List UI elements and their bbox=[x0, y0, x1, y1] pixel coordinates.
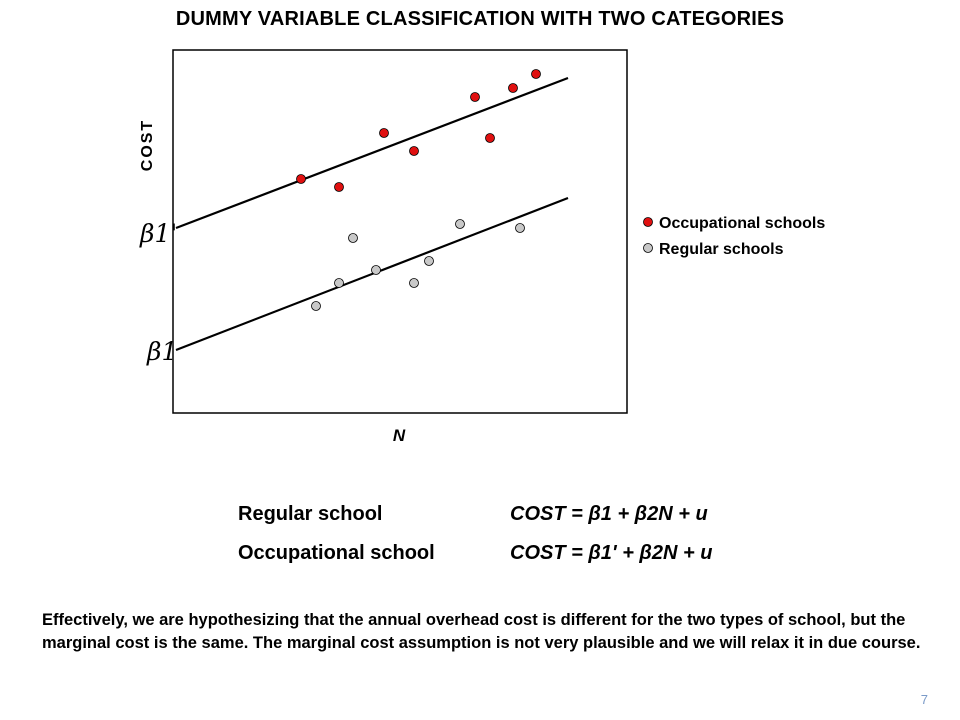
legend-label-regular: Regular schools bbox=[659, 241, 784, 258]
occupational-point bbox=[296, 174, 306, 184]
slide-caption: Effectively, we are hypothesizing that t… bbox=[42, 611, 921, 652]
regular-point bbox=[515, 223, 525, 233]
regular-point bbox=[348, 233, 358, 243]
equation-formula-occupational: COST = β1' + β2N + u bbox=[510, 542, 713, 564]
page-number: 7 bbox=[920, 692, 928, 707]
occupational-point bbox=[531, 69, 541, 79]
regular-point bbox=[311, 301, 321, 311]
regular-point bbox=[409, 278, 419, 288]
plot-frame bbox=[172, 49, 628, 414]
regular-point bbox=[371, 265, 381, 275]
legend-label-occupational: Occupational schools bbox=[659, 215, 825, 232]
occupational-point bbox=[334, 182, 344, 192]
occupational-regression-line bbox=[175, 76, 569, 230]
regular-point bbox=[455, 219, 465, 229]
y-axis-label: COST bbox=[139, 119, 156, 171]
occupational-point bbox=[379, 128, 389, 138]
occupational-point bbox=[470, 92, 480, 102]
regular-point bbox=[334, 278, 344, 288]
equation-formula-regular: COST = β1 + β2N + u bbox=[510, 503, 708, 525]
equation-label-occupational: Occupational school bbox=[238, 542, 435, 564]
slide-title: DUMMY VARIABLE CLASSIFICATION WITH TWO C… bbox=[175, 8, 785, 30]
intercept-label-regular: β1 bbox=[146, 337, 177, 366]
x-axis-label: N bbox=[393, 426, 406, 445]
occupational-point bbox=[485, 133, 495, 143]
occupational-point bbox=[508, 83, 518, 93]
regular-point bbox=[424, 256, 434, 266]
intercept-label-occupational: β1' bbox=[139, 219, 177, 248]
legend-marker-regular bbox=[643, 243, 653, 253]
legend-marker-occupational bbox=[643, 217, 653, 227]
equation-label-regular: Regular school bbox=[238, 503, 383, 525]
occupational-point bbox=[409, 146, 419, 156]
regular-regression-line bbox=[175, 196, 569, 352]
